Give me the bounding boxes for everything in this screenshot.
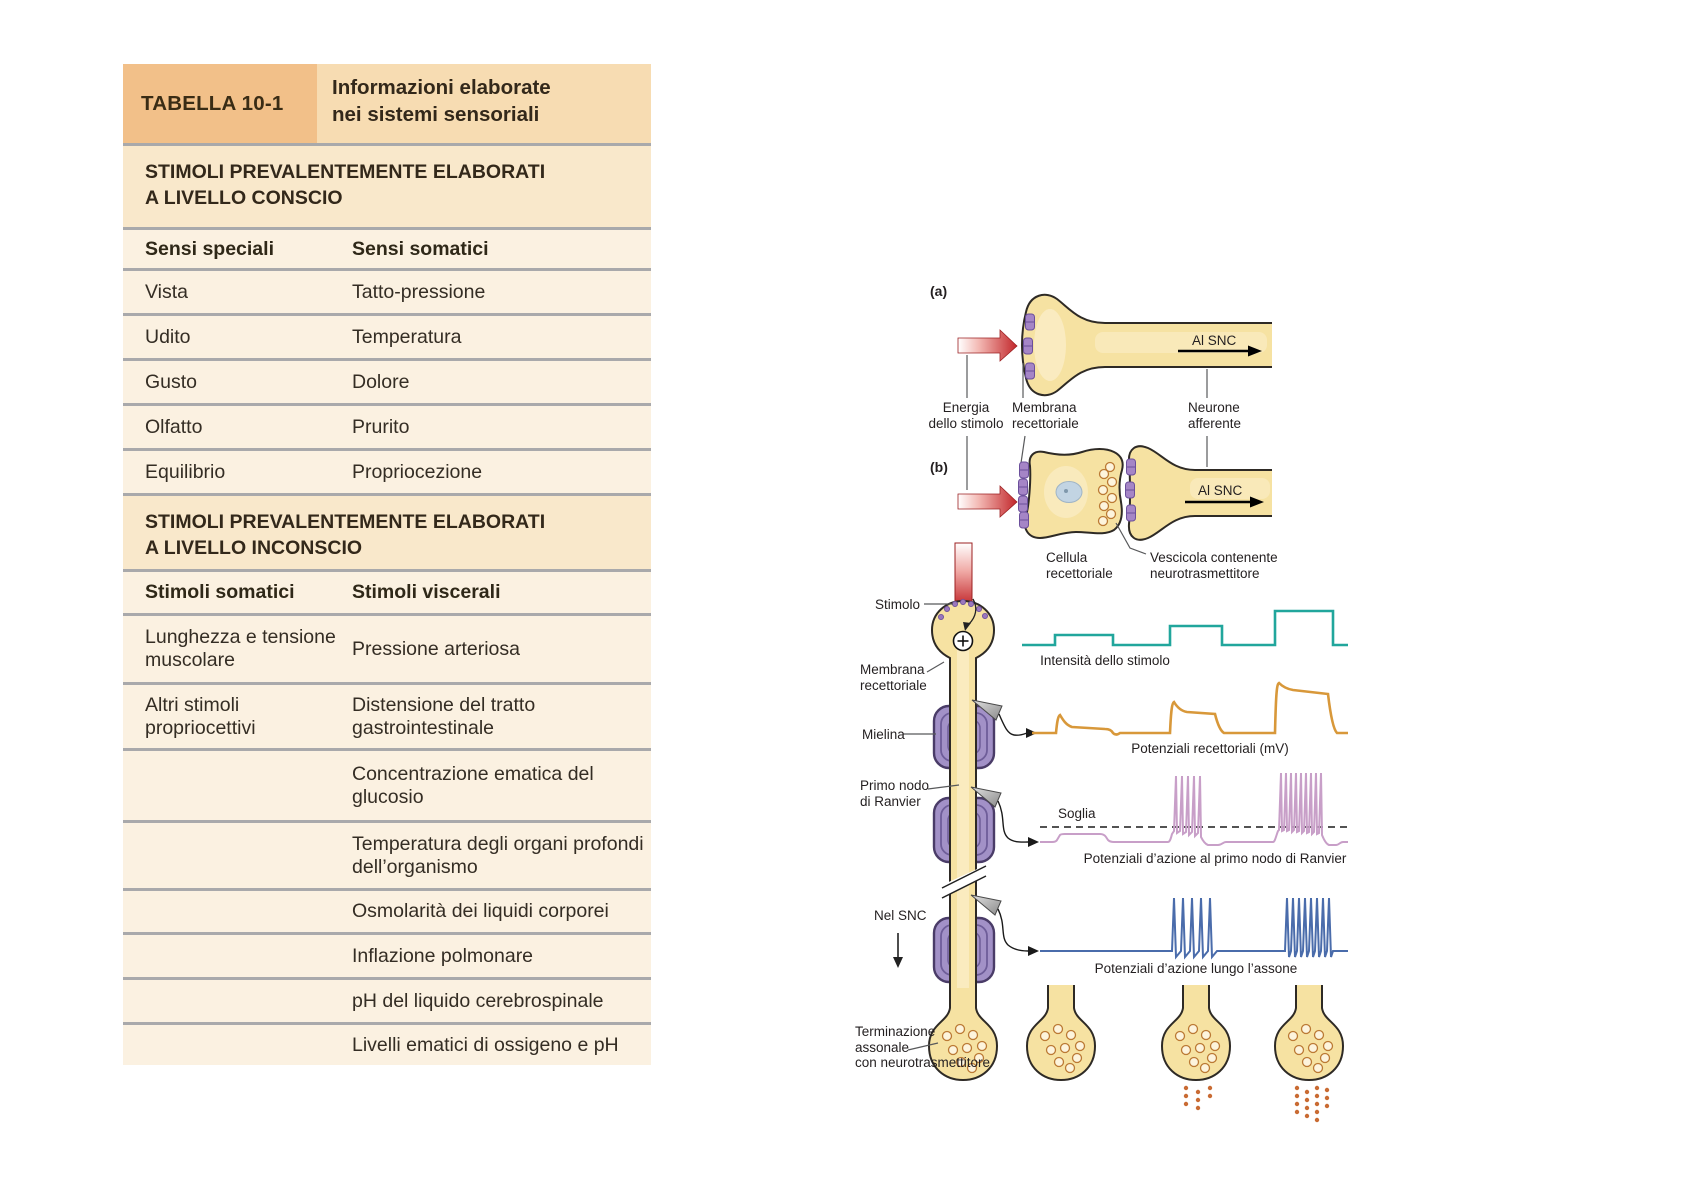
receptor-dots	[938, 599, 989, 621]
vescicola-label: Vescicola contenente neurotrasmettitore	[1150, 550, 1278, 581]
cell: Livelli ematici di ossigeno e pH	[352, 1033, 619, 1056]
table-row: Livelli ematici di ossigeno e pH	[123, 1022, 651, 1065]
stimulus-intensity-trace	[1022, 609, 1348, 647]
potenziali-recettoriali-label: Potenziali recettoriali (mV)	[1131, 741, 1289, 756]
table-row: Temperatura degli organi profondi dell’o…	[123, 820, 651, 888]
receptor-protein-icon	[1018, 461, 1029, 529]
membrana-label-b: Membrana recettoriale	[860, 662, 927, 693]
col-header: Sensi somatici	[352, 237, 489, 260]
terminazione-label: Terminazione assonale con neurotrasmetti…	[855, 1024, 991, 1070]
col-header: Stimoli viscerali	[352, 581, 501, 603]
cell: Osmolarità dei liquidi corporei	[352, 900, 609, 922]
table-row: Inflazione polmonare	[123, 932, 651, 977]
cellula-recettoriale-label: Cellula recettoriale	[1046, 550, 1113, 581]
table-row: Vista Tatto-pressione	[123, 268, 651, 313]
column-header-row: Stimoli somatici Stimoli viscerali	[123, 569, 651, 613]
table-row: Lunghezza e tensione muscolare Pressione…	[123, 613, 651, 682]
table-row: Udito Temperatura	[123, 313, 651, 358]
table-tag: TABELLA 10-1	[123, 64, 317, 143]
receptor-protein-icon	[1125, 458, 1136, 522]
axon-terminals	[927, 985, 1345, 1123]
recording-electrodes	[970, 699, 1039, 956]
table-row: Altri stimoli propriocettivi Distensione…	[123, 682, 651, 748]
table-row: Olfatto Prurito	[123, 403, 651, 448]
cell: Olfatto	[145, 415, 203, 438]
receptor-potential-trace	[1032, 681, 1348, 736]
cell: Vista	[145, 280, 188, 303]
cell: Temperatura	[352, 325, 462, 348]
membrana-label-a: Membrana recettoriale	[1012, 400, 1079, 431]
electrode-icon	[970, 786, 1002, 808]
node-action-potential-trace	[1040, 772, 1348, 846]
al-snc-arrow-b	[1185, 496, 1264, 508]
section-header-inconscio: STIMOLI PREVALENTEMENTE ELABORATI A LIVE…	[123, 493, 651, 569]
intensita-stimolo-label: Intensità dello stimolo	[1040, 653, 1170, 668]
table-row: Osmolarità dei liquidi corporei	[123, 888, 651, 932]
al-snc-arrow-a	[1178, 345, 1262, 357]
label-lines-a	[966, 355, 1208, 490]
cell: Tatto-pressione	[352, 280, 486, 303]
nel-snc-label: Nel SNC	[874, 908, 927, 923]
cell: Dolore	[352, 370, 410, 393]
panel-b-tag: (b)	[930, 459, 948, 475]
cell: Temperatura degli organi profondi dell’o…	[352, 832, 644, 878]
cell: Pressione arteriosa	[352, 637, 520, 660]
col-header: Stimoli somatici	[145, 581, 295, 603]
table-header: TABELLA 10-1 Informazioni elaborate nei …	[123, 64, 651, 143]
stimolo-label: Stimolo	[874, 597, 920, 612]
table-row: pH del liquido cerebrospinale	[123, 977, 651, 1022]
neurone-afferente-label: Neurone afferente	[1188, 400, 1242, 431]
potenziali-assone-label: Potenziali d’azione lungo l’assone	[1094, 961, 1298, 976]
al-snc-label-b: Al SNC	[1198, 483, 1243, 498]
nucleus	[1055, 481, 1083, 503]
stimulus-entry-arrow	[968, 598, 977, 625]
table-title: Informazioni elaborate nei sistemi senso…	[317, 64, 651, 143]
cell: Equilibrio	[145, 460, 226, 483]
electrode-icon	[970, 894, 1002, 916]
cell: Concentrazione ematica del glucosio	[352, 762, 594, 808]
al-snc-label-a: Al SNC	[1192, 333, 1237, 348]
col-header: Sensi speciali	[145, 237, 274, 260]
axon-break-icon	[940, 864, 988, 899]
tabella-10-1: TABELLA 10-1 Informazioni elaborate nei …	[123, 64, 651, 1065]
pathway-label-lines	[903, 603, 960, 1051]
receptor-protein-icon	[1023, 313, 1035, 380]
stimulus-arrow-a	[957, 329, 1018, 362]
vescicola-pointer-line	[1115, 522, 1147, 555]
mielina-label: Mielina	[862, 727, 905, 742]
cell: Gusto	[145, 370, 198, 393]
panel-b-receptor-cell	[1018, 448, 1124, 540]
primo-nodo-label: Primo nodo di Ranvier	[860, 778, 930, 809]
axon-action-potential-trace	[1040, 897, 1348, 960]
table-row: Gusto Dolore	[123, 358, 651, 403]
cell: Lunghezza e tensione muscolare	[145, 626, 336, 671]
table-row: Equilibrio Propriocezione	[123, 448, 651, 493]
nel-snc-arrow	[893, 933, 903, 968]
cell: Prurito	[352, 415, 410, 438]
panel-a-neuron	[957, 293, 1272, 490]
panel-b-afferent-neuron	[957, 445, 1272, 555]
electrode-icon	[971, 699, 1003, 721]
cell: Propriocezione	[352, 460, 483, 483]
section-header-conscio: STIMOLI PREVALENTEMENTE ELABORATI A LIVE…	[123, 143, 651, 227]
column-header-row: Sensi speciali Sensi somatici	[123, 227, 651, 268]
pathway-neuron	[930, 598, 996, 996]
potenziali-nodo-label: Potenziali d’azione al primo nodo di Ran…	[1083, 851, 1347, 866]
plus-symbol-icon	[952, 630, 974, 652]
stimulus-arrow-b	[957, 485, 1018, 518]
panel-a-tag: (a)	[930, 283, 948, 299]
terminal-vesicles	[941, 1023, 1334, 1074]
energia-label: Energia dello stimolo	[928, 400, 1004, 431]
neurotransmitter-release-dots	[1183, 1085, 1330, 1123]
soglia-label: Soglia	[1058, 806, 1096, 821]
cell: Distensione del tratto gastrointestinale	[352, 693, 536, 739]
cell: Udito	[145, 325, 191, 348]
table-row: Concentrazione ematica del glucosio	[123, 748, 651, 820]
cell: Inflazione polmonare	[352, 944, 534, 967]
cell: pH del liquido cerebrospinale	[352, 989, 604, 1012]
cell: Altri stimoli propriocettivi	[145, 693, 256, 739]
